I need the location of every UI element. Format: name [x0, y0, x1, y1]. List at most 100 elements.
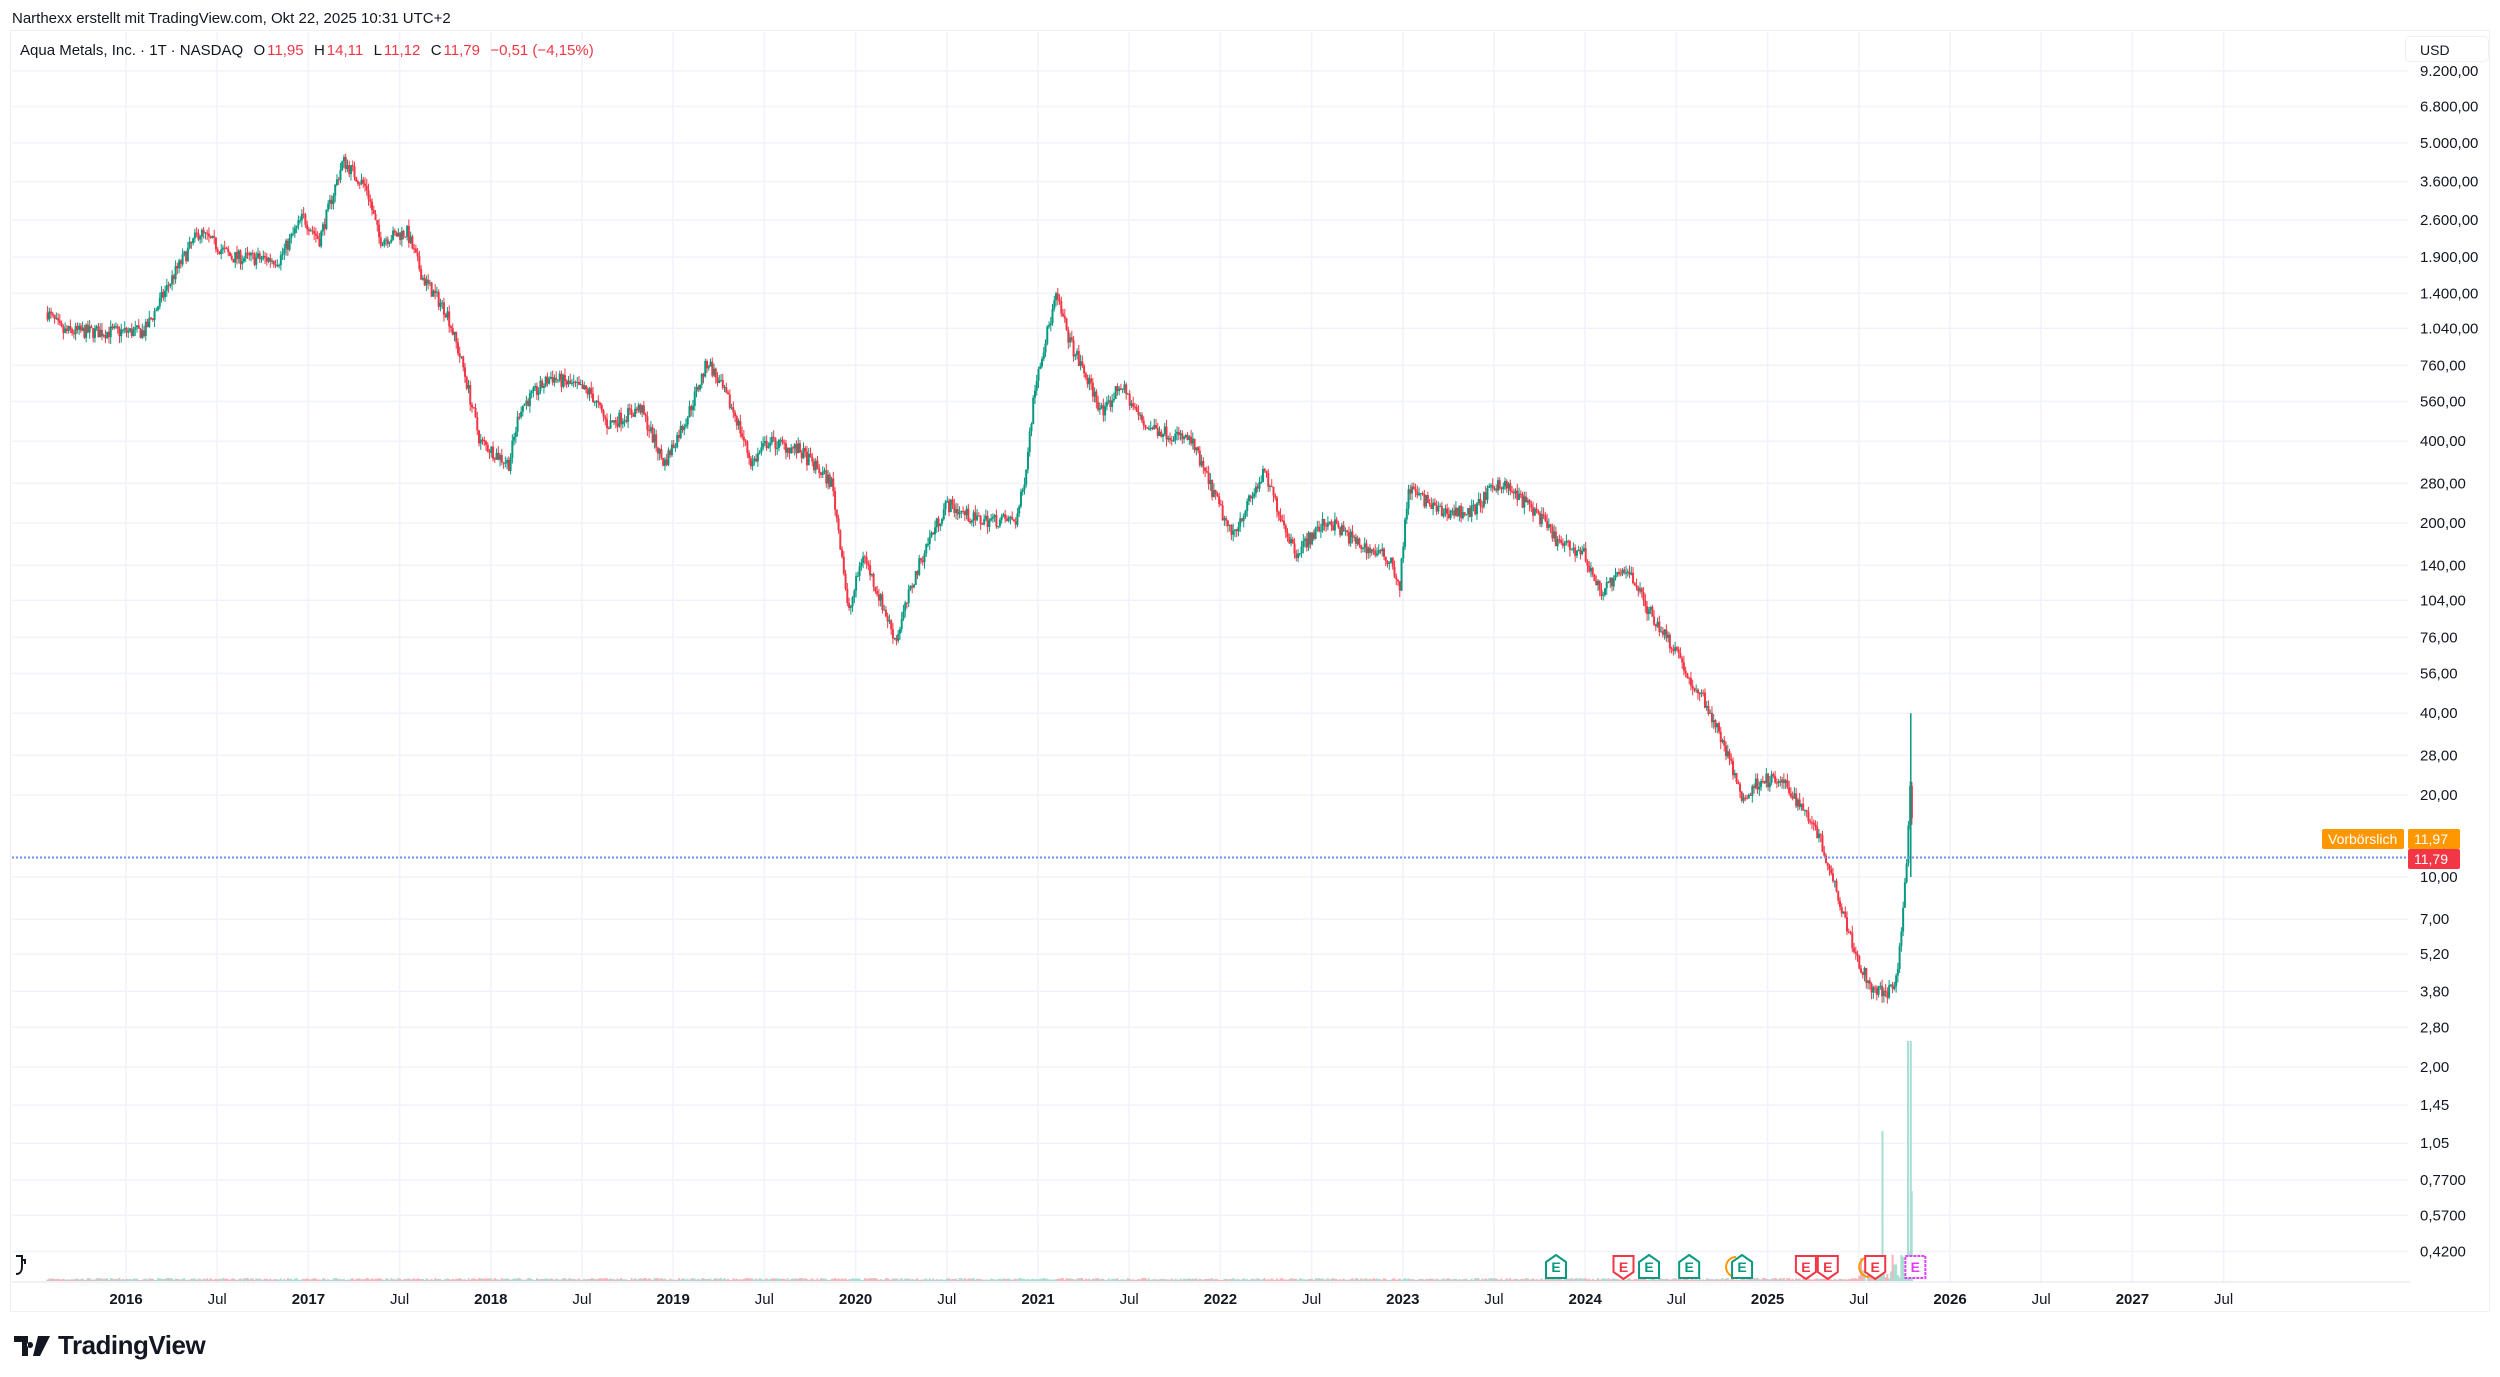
volume-bar [1097, 1278, 1100, 1281]
candle-body [1765, 773, 1768, 784]
candle-body [1374, 550, 1377, 556]
earnings-marker-miss[interactable]: E [1816, 1255, 1839, 1281]
candle-body [1198, 450, 1201, 466]
volume-bar [1046, 1278, 1049, 1281]
volume-bar [614, 1279, 617, 1281]
candle-body [1868, 980, 1871, 984]
candle-body [393, 230, 396, 233]
candle-body [1691, 685, 1694, 689]
volume-bar [1593, 1279, 1596, 1281]
grid-lines [12, 32, 2410, 1283]
volume-bar [462, 1279, 465, 1281]
earnings-marker-beat[interactable]: E [1678, 1253, 1701, 1279]
candle-body [430, 282, 433, 297]
volume-bar [1493, 1278, 1496, 1281]
candle-body [1525, 496, 1528, 503]
price-axis[interactable]: 9.200,006.800,005.000,003.600,002.600,00… [2420, 63, 2478, 1261]
candle-body [320, 231, 323, 247]
candle-body [95, 326, 98, 329]
candle-body [691, 406, 694, 411]
volume-bar [848, 1279, 851, 1281]
candle-body [1188, 436, 1191, 440]
candle-body [1097, 402, 1100, 410]
volume-bar [423, 1279, 426, 1281]
candle-body [823, 470, 826, 472]
volume-bar [1651, 1278, 1654, 1281]
candle-body [1609, 577, 1612, 583]
chart-frame [10, 30, 2490, 1312]
candle-body [1012, 519, 1015, 522]
candle-body [1574, 547, 1577, 556]
volume-bar [970, 1278, 973, 1281]
volume-bar [504, 1278, 507, 1281]
volume-bar [606, 1278, 609, 1281]
volume-bar [569, 1278, 572, 1281]
currency-button[interactable]: USD [2405, 36, 2489, 62]
volume-bar [1207, 1278, 1210, 1281]
candle-body [265, 257, 268, 262]
volume-bar [1039, 1278, 1042, 1281]
earnings-marker-beat[interactable]: E [1545, 1253, 1568, 1279]
candle-body [551, 376, 554, 383]
candle-body [309, 230, 312, 232]
candle-body [1004, 514, 1007, 519]
volume-bar [863, 1278, 866, 1281]
candle-body [1179, 433, 1182, 436]
volume-bar [648, 1278, 651, 1281]
symbol-title[interactable]: Aqua Metals, Inc. · 1T · NASDAQ [20, 42, 244, 59]
volume-bar [241, 1279, 244, 1281]
volume-bar [255, 1278, 258, 1281]
candle-body [1844, 911, 1847, 918]
chart-credit: Narthexx erstellt mit TradingView.com, O… [12, 10, 451, 27]
candle-body [883, 609, 886, 611]
earnings-marker-beat[interactable]: E [1638, 1253, 1661, 1279]
earnings-marker-miss[interactable]: E [1858, 1255, 1887, 1281]
candle-body [649, 427, 652, 432]
volume-bar [930, 1279, 933, 1281]
volume-bar [218, 1278, 221, 1281]
volume-bar [911, 1279, 914, 1281]
price-tick-label: 3,80 [2420, 983, 2449, 1000]
candle-body [274, 264, 277, 266]
candle-body [1249, 495, 1252, 499]
volume-bar [1037, 1279, 1040, 1281]
candle-body [949, 499, 952, 513]
draw-tool-icon[interactable] [15, 1255, 26, 1275]
candle-body [339, 169, 342, 181]
volume-bar [1458, 1279, 1461, 1281]
candle-body [1814, 824, 1817, 827]
candle-body [132, 329, 135, 337]
candle-body [1162, 434, 1165, 437]
candle-body [532, 387, 535, 392]
candle-body [390, 239, 393, 243]
candle-body [965, 508, 968, 516]
candle-body [225, 247, 228, 249]
earnings-marker-beat[interactable]: E [1725, 1253, 1754, 1279]
volume-bar [1630, 1279, 1633, 1281]
candle-body [1107, 400, 1110, 402]
time-tick-label: Jul [1120, 1291, 1139, 1308]
candle-body [293, 228, 296, 234]
candle-body [1077, 351, 1080, 366]
earnings-marker-miss[interactable]: E [1612, 1255, 1635, 1281]
volume-bar [69, 1279, 72, 1281]
candle-body [1521, 494, 1524, 508]
volume-bar [449, 1279, 452, 1281]
candle-body [486, 444, 489, 452]
tradingview-logo[interactable]: TradingView [14, 1330, 206, 1361]
candle-body [586, 389, 589, 395]
earnings-marker-upcoming[interactable]: E [1904, 1255, 1927, 1279]
volume-bar [1400, 1279, 1403, 1281]
candle-body [1512, 491, 1515, 494]
volume-bar [1749, 1278, 1752, 1281]
volume-bar [1007, 1278, 1010, 1281]
earnings-marker-miss[interactable]: E [1794, 1255, 1817, 1281]
volume-bar [1681, 1279, 1684, 1281]
volume-bar [1079, 1278, 1082, 1281]
volume-bar [1340, 1279, 1343, 1281]
volume-bar [162, 1279, 165, 1281]
volume-bar [984, 1279, 987, 1281]
time-axis[interactable]: 2016 Jul 2017 Jul 2018 Jul 2019 Jul 2020 Jul 2021 J… [109, 1291, 2233, 1308]
candle-body [1421, 493, 1424, 495]
